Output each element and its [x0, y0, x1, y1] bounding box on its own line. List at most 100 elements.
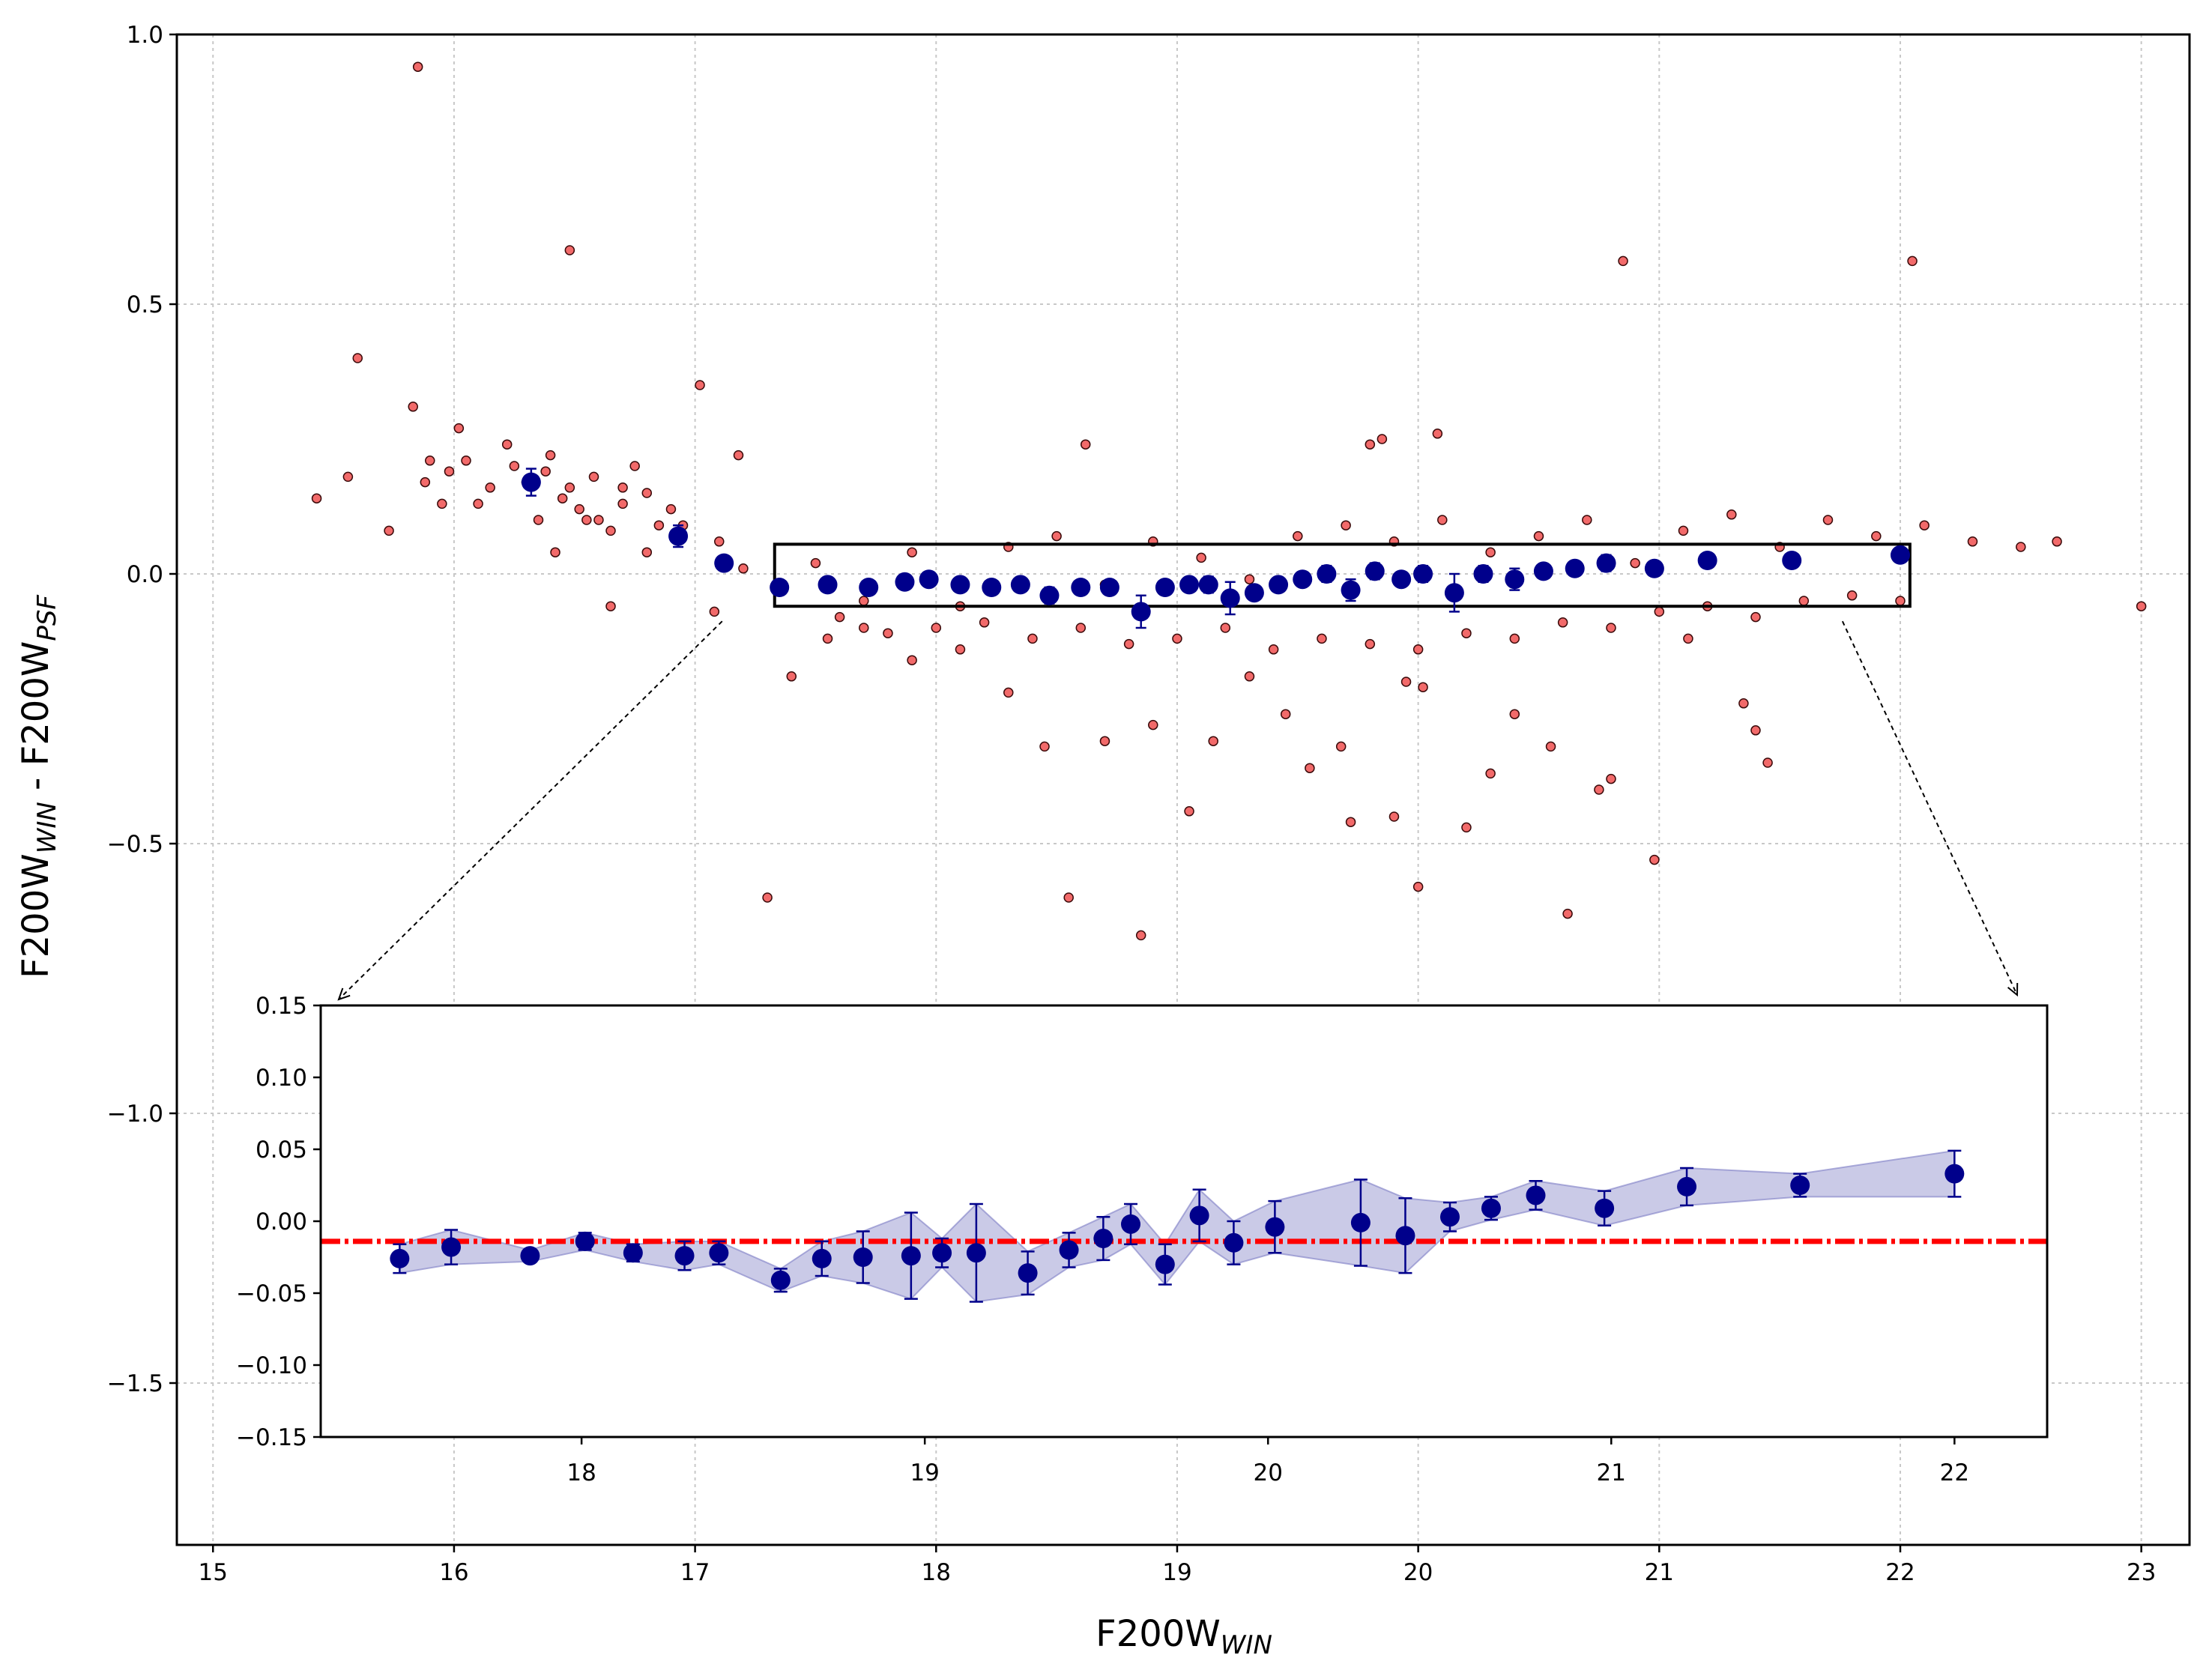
inset-x-tick-label: 18: [566, 1459, 596, 1486]
scatter-point: [1418, 682, 1428, 692]
median-point: [1890, 545, 1910, 565]
inset-median-point: [1350, 1212, 1371, 1232]
median-point: [1473, 564, 1493, 584]
scatter-point: [1341, 520, 1351, 530]
scatter-point: [473, 498, 483, 509]
scatter-point: [1280, 709, 1291, 719]
inset-median-point: [1189, 1205, 1209, 1226]
inset-binned-medians: [390, 1149, 1965, 1303]
x-tick-label: 23: [2127, 1559, 2156, 1586]
scatter-point: [1461, 628, 1472, 638]
scatter-point: [1051, 530, 1062, 542]
median-point: [1391, 569, 1412, 590]
scatter-point: [714, 536, 725, 547]
scatter-point: [1750, 611, 1761, 623]
inset-x-tick-label: 22: [1940, 1459, 1969, 1486]
scatter-point: [1317, 633, 1327, 644]
inset-median-point: [770, 1270, 791, 1290]
x-tick-label: 18: [922, 1559, 951, 1586]
scatter-point: [834, 611, 845, 623]
median-point: [919, 569, 939, 590]
x-axis-label-sub: WIN: [1221, 1630, 1272, 1660]
inset-y-tick-label: −0.10: [236, 1352, 307, 1379]
scatter-point: [1726, 509, 1737, 520]
inset-median-point: [1595, 1198, 1615, 1218]
inset-y-tick-label: 0.15: [256, 993, 307, 1020]
y-axis-label: F200WWIN - F200WPSF: [15, 595, 62, 978]
inset-median-point: [901, 1246, 921, 1266]
scatter-point: [822, 633, 833, 644]
inset-median-point: [1018, 1263, 1038, 1283]
x-tick-label: 19: [1162, 1559, 1191, 1586]
main-plot-area: 15 16 17 18 19 20 21 22 23 1.0 0.5 0.0 −0.5 −1.0 −1.5: [107, 22, 2191, 1586]
inset-median-point: [674, 1246, 695, 1266]
inset-plot-area: 18 19 20 21 22 0.15 0.10 0.05 0.00 −0.05 −0.10 −0.…: [236, 993, 2049, 1486]
scatter-point: [1606, 773, 1616, 784]
zoom-arrow-left-head: [337, 987, 351, 1001]
median-point: [714, 553, 734, 573]
x-tick-label: 17: [680, 1559, 710, 1586]
scatter-point: [641, 547, 653, 557]
scatter-point: [1335, 741, 1347, 752]
inset-median-point: [520, 1246, 540, 1266]
scatter-point: [738, 563, 749, 574]
scatter-point: [1618, 255, 1628, 267]
median-point: [668, 526, 689, 546]
median-point: [521, 472, 541, 492]
scatter-point: [485, 482, 495, 493]
scatter-point: [1557, 617, 1568, 628]
inset-median-point: [1059, 1240, 1079, 1260]
median-point: [1155, 578, 1175, 597]
inset-median-point: [1481, 1198, 1501, 1218]
y-tick-label: −1.5: [107, 1370, 163, 1397]
inset-median-point: [1121, 1214, 1141, 1234]
scatter-point: [665, 503, 677, 515]
main-axes-frame: [175, 33, 2191, 1546]
scatter-point: [859, 596, 869, 606]
scatter-point: [437, 498, 447, 509]
inset-median-point: [1526, 1185, 1546, 1205]
scatter-point: [1895, 596, 1906, 606]
median-point: [1413, 564, 1433, 584]
inset-x-tick-label: 20: [1253, 1459, 1282, 1486]
scatter-point: [907, 547, 917, 557]
scatter-point: [1244, 671, 1255, 682]
scatter-point: [540, 466, 551, 477]
median-point: [982, 578, 1002, 597]
scatter-point: [564, 482, 575, 493]
scatter-point: [786, 671, 797, 682]
y-tick-label: 0.5: [127, 291, 163, 318]
zoom-arrow-left: [338, 620, 723, 1000]
scatter-point: [564, 245, 575, 255]
inset-y-tick-label: −0.05: [236, 1280, 307, 1307]
x-tick-label: 15: [199, 1559, 228, 1586]
scatter-point: [412, 61, 423, 72]
scatter-point: [1345, 817, 1356, 827]
scatter-point: [1545, 741, 1556, 752]
inset-median-point: [932, 1243, 952, 1263]
scatter-point: [1377, 434, 1388, 444]
scatter-point: [509, 461, 520, 471]
median-point: [1505, 569, 1525, 590]
median-point: [1341, 580, 1361, 600]
scatter-point: [1268, 644, 1279, 655]
scatter-point: [1683, 633, 1693, 644]
median-point: [1317, 564, 1337, 584]
median-point: [1131, 602, 1151, 622]
scatter-point: [1678, 525, 1689, 536]
scatter-point: [1485, 768, 1496, 779]
scatter-point: [931, 623, 942, 633]
scatter-point: [1244, 574, 1255, 584]
scatter-point: [1907, 255, 1918, 267]
main-binned-medians: [521, 468, 1910, 629]
scatter-point: [581, 515, 592, 525]
y-tick-label: 0.0: [127, 561, 163, 588]
scatter-point: [1400, 677, 1412, 687]
scatter-point: [1798, 596, 1810, 606]
median-point: [1644, 558, 1664, 578]
x-axis-label-main: F200W: [1096, 1613, 1221, 1655]
scatter-point: [859, 623, 869, 633]
scatter-point: [1738, 698, 1749, 709]
inset-median-point: [441, 1237, 462, 1257]
scatter-point: [1654, 606, 1665, 617]
